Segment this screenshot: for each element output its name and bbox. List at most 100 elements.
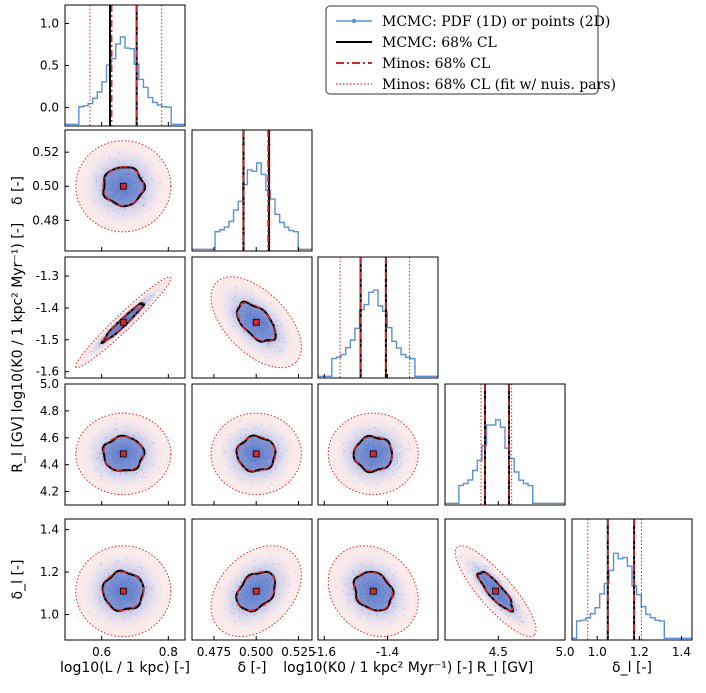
mcmc-point [493,586,495,588]
mcmc-point [370,465,372,467]
mcmc-point [238,600,240,602]
mcmc-point [107,572,110,575]
mcmc-point [357,472,359,474]
mcmc-point [361,610,363,612]
mcmc-point [499,589,501,592]
mcmc-point [119,604,121,606]
panel-frame [191,129,313,252]
mcmc-point [128,186,130,189]
mcmc-point [112,453,114,456]
mcmc-point [267,318,269,320]
mcmc-point [397,593,400,595]
mcmc-point [137,193,139,195]
legend-label-pdf: MCMC: PDF (1D) or points (2D) [382,14,610,30]
mcmc-point [128,464,130,467]
mcmc-point [272,333,275,336]
mcmc-point [358,570,361,572]
mcmc-point [107,183,110,185]
mcmc-point [125,446,127,448]
mcmc-point [342,453,345,455]
mcmc-point [244,451,247,454]
mcmc-point [115,441,118,443]
mcmc-point [92,199,94,201]
mcmc-point [482,574,485,576]
mcmc-point [254,461,256,463]
mcmc-point [254,333,256,335]
mcmc-point [128,617,130,619]
mcmc-point [99,601,101,604]
mcmc-point [364,442,366,444]
mcmc-point [360,563,362,565]
mcmc-point [115,455,118,457]
mcmc-point [120,175,123,178]
mcmc-point [238,477,240,479]
mcmc-point [126,558,128,560]
mcmc-point [268,320,270,323]
mcmc-point [108,450,111,452]
mcmc-point [393,428,395,431]
mcmc-point [518,616,520,619]
mcmc-point [130,597,132,599]
mcmc-point [123,583,125,586]
mcmc-point [380,463,383,465]
mcmc-point [288,441,290,443]
mcmc-point [372,460,375,462]
mcmc-point [247,327,250,329]
mcmc-point [246,292,249,294]
mcmc-point [120,583,123,585]
mcmc-point [261,589,263,591]
mcmc-point [236,605,238,607]
mcmc-point [135,443,137,445]
mcmc-point [259,584,261,586]
mcmc-point [238,610,241,612]
mcmc-point [128,317,130,319]
mcmc-point [145,303,147,305]
mcmc-point [148,586,151,588]
mcmc-point [278,593,281,595]
mcmc-point [263,318,265,320]
mcmc-point [126,197,128,199]
mcmc-point [111,443,113,445]
mcmc-point [372,595,375,598]
mcmc-point [118,197,120,200]
mcmc-point [233,625,235,627]
mcmc-point [115,590,117,592]
mcmc-point [487,581,489,583]
mcmc-point [249,327,252,330]
mcmc-point [383,589,385,591]
mcmc-point [126,194,129,196]
mcmc-point [125,316,128,318]
mcmc-point [120,448,122,450]
mcmc-point [258,427,260,430]
mcmc-point [294,570,296,573]
mcmc-point [123,310,125,313]
mcmc-point [275,468,277,470]
mcmc-point [267,342,269,345]
mcmc-point [384,592,386,594]
mcmc-point [257,326,259,328]
mcmc-point [221,290,224,292]
mcmc-point [397,476,400,478]
mcmc-point [361,597,363,600]
mcmc-point [382,456,385,458]
mcmc-point [265,444,267,447]
mcmc-point [125,441,127,443]
mcmc-point [244,319,247,322]
mcmc-point [375,463,377,466]
mcmc-point [256,458,258,460]
mcmc-point [133,176,135,179]
mcmc-point [353,597,355,599]
mcmc-point [130,444,132,447]
mcmc-point [385,586,387,588]
mcmc-point [106,336,109,339]
mcmc-point [248,601,250,604]
mcmc-point [515,608,517,611]
mcmc-point [144,476,147,479]
mcmc-point [96,184,98,186]
mcmc-point [133,215,135,217]
mcmc-point [518,606,521,608]
mcmc-point [369,457,372,459]
mcmc-point [128,450,131,452]
mcmc-point [112,447,114,450]
mcmc-point [123,197,126,199]
